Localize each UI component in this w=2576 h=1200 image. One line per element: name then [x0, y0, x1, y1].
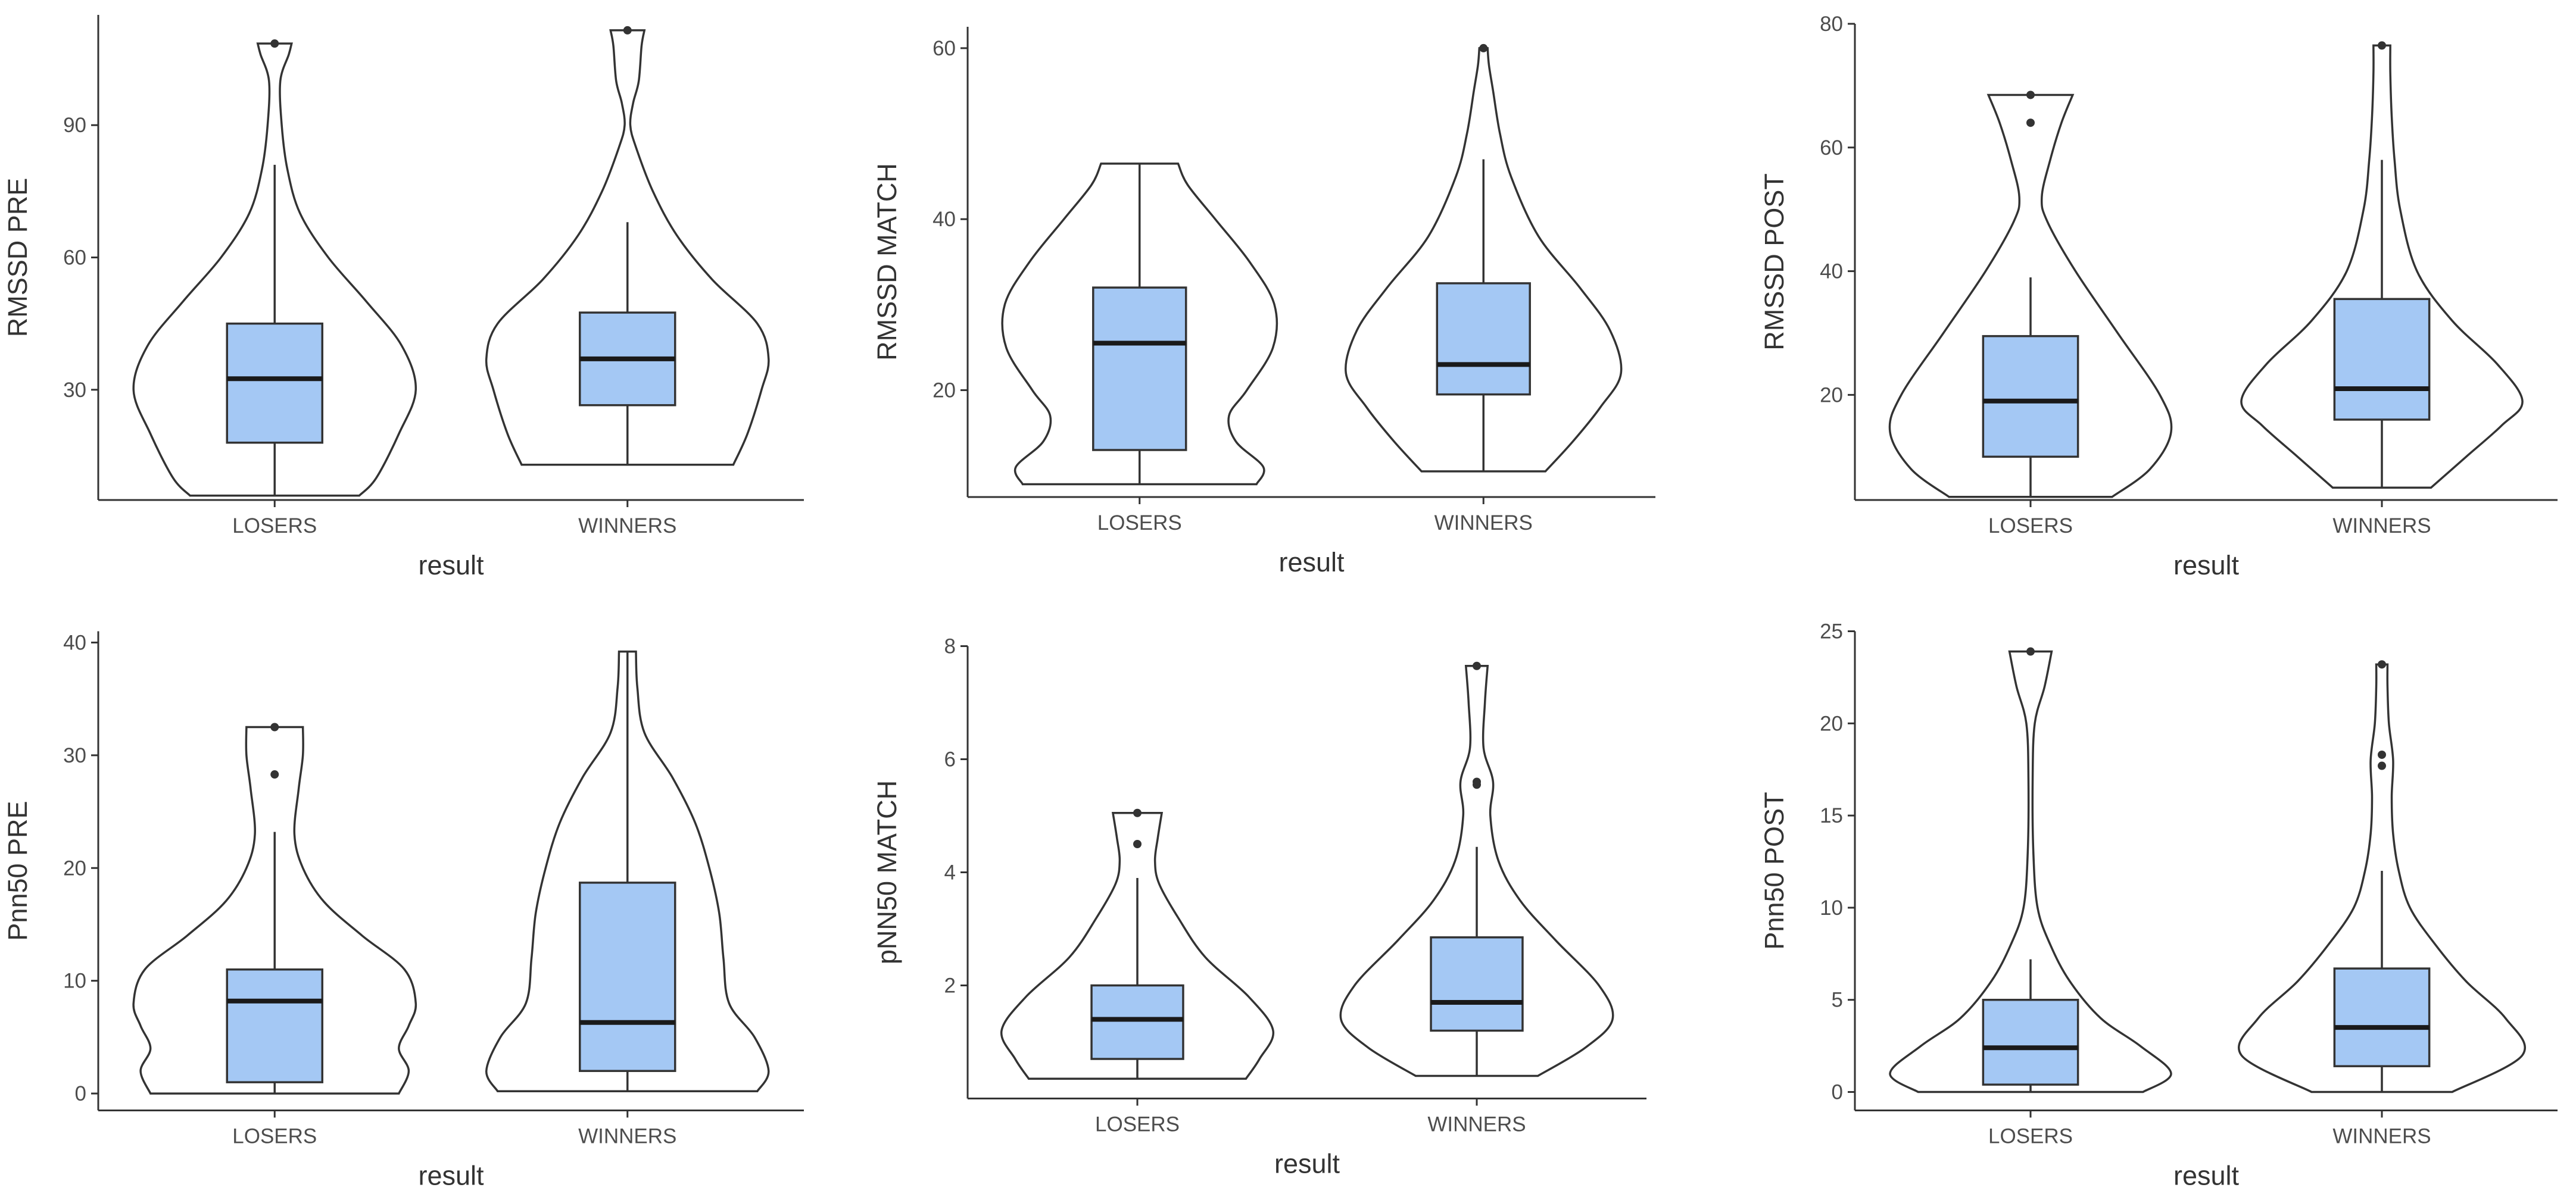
y-tick-label: 60	[1820, 136, 1843, 160]
outlier-point	[2026, 90, 2035, 99]
x-tick-label: LOSERS	[1988, 514, 2073, 538]
y-axis-title: RMSSD POST	[1759, 173, 1789, 351]
x-tick-label: WINNERS	[1427, 1113, 1526, 1136]
y-axis-title: RMSSD MATCH	[872, 163, 902, 361]
outlier-point	[1473, 780, 1481, 789]
outlier-point	[270, 39, 279, 48]
y-tick-label: 40	[1820, 260, 1843, 283]
outlier-point	[1133, 808, 1142, 817]
chart-panel-2: 20 40 60 LOSERS WINNERS result RMSSD MATCH	[872, 27, 1655, 577]
y-tick-label: 0	[75, 1082, 86, 1105]
y-tick-label: 60	[933, 37, 956, 60]
violin-losers	[1000, 812, 1274, 1080]
chart-panel-5: 2 4 6 8 LOSERS WINNERS result pNN50 MATCH	[872, 635, 1646, 1179]
box-losers	[1982, 335, 2079, 458]
box-winners	[579, 882, 676, 1072]
y-tick-label: 40	[63, 631, 86, 654]
y-tick-label: 10	[63, 970, 86, 993]
y-tick-label: 20	[63, 857, 86, 880]
x-tick-label: LOSERS	[1097, 511, 1182, 535]
outlier-point	[2378, 41, 2386, 50]
x-axis-title: result	[2173, 550, 2240, 580]
violin-losers	[1001, 162, 1278, 486]
y-tick-label: 30	[63, 379, 86, 402]
outlier-point	[623, 26, 632, 35]
y-tick-label: 10	[1820, 896, 1843, 920]
x-axis-title: result	[418, 1161, 484, 1191]
y-tick-label: 25	[1820, 620, 1843, 643]
y-axis-title: Pnn50 PRE	[2, 801, 33, 940]
y-tick-label: 20	[933, 379, 956, 402]
outlier-point	[2378, 660, 2386, 669]
outlier-point	[270, 723, 279, 732]
x-tick-label: WINNERS	[578, 514, 676, 538]
box-winners	[1436, 282, 1531, 396]
violin-losers	[1888, 93, 2173, 498]
y-tick-label: 15	[1820, 804, 1843, 827]
y-tick-label: 40	[933, 208, 956, 231]
violin-winners	[485, 29, 770, 466]
y-tick-label: 5	[1832, 989, 1843, 1012]
box-winners	[2333, 967, 2431, 1067]
outlier-point	[2378, 750, 2386, 759]
violin-winners	[2237, 663, 2527, 1093]
violin-winners	[485, 650, 770, 1093]
y-tick-label: 8	[944, 635, 956, 658]
box-losers	[1982, 998, 2079, 1086]
chart-panel-4: 0 10 20 30 40 LOSERS WINNERS result Pnn50 PRE	[2, 631, 804, 1191]
chart-panel-1: 30 60 90 LOSERS WINNERS result RMSSD PRE	[2, 15, 804, 580]
y-tick-label: 0	[1832, 1081, 1843, 1104]
violin-winners	[1339, 665, 1614, 1077]
x-tick-label: WINNERS	[2332, 514, 2431, 538]
violin-winners	[2240, 44, 2524, 489]
outlier-point	[270, 770, 279, 779]
x-tick-label: WINNERS	[1434, 511, 1533, 535]
x-tick-label: LOSERS	[1988, 1125, 2073, 1148]
outlier-point	[1133, 840, 1142, 848]
box-losers	[226, 968, 323, 1083]
y-tick-label: 2	[944, 974, 956, 998]
y-tick-label: 6	[944, 748, 956, 771]
outlier-point	[2026, 118, 2035, 127]
chart-panel-3: 20 40 60 80 LOSERS WINNERS result RMSSD POST	[1759, 12, 2558, 580]
chart-panel-6: 0 5 10 15 20 25 LOSERS WINNERS result Pnn50 POST	[1759, 620, 2558, 1191]
box-losers	[1090, 984, 1184, 1060]
y-tick-label: 30	[63, 744, 86, 767]
y-tick-label: 60	[63, 246, 86, 270]
outlier-point	[2378, 761, 2386, 770]
y-tick-label: 20	[1820, 383, 1843, 407]
x-tick-label: LOSERS	[232, 1125, 317, 1148]
x-axis-title: result	[2173, 1161, 2240, 1191]
violin-losers	[1889, 650, 2172, 1093]
y-axis-title: RMSSD PRE	[2, 178, 33, 338]
x-axis-title: result	[1274, 1149, 1340, 1179]
x-axis-title: result	[1278, 547, 1345, 577]
violin-losers	[132, 726, 417, 1095]
x-tick-label: WINNERS	[2332, 1125, 2431, 1148]
y-tick-label: 80	[1820, 12, 1843, 36]
box-losers	[1092, 286, 1187, 451]
y-axis-title: pNN50 MATCH	[872, 780, 902, 964]
y-tick-label: 20	[1820, 712, 1843, 735]
x-tick-label: LOSERS	[1095, 1113, 1180, 1136]
y-axis-title: Pnn50 POST	[1759, 792, 1789, 949]
outlier-point	[1479, 43, 1488, 52]
box-winners	[2333, 298, 2431, 421]
outlier-point	[1473, 661, 1481, 670]
box-winners	[1430, 936, 1524, 1032]
box-losers	[226, 322, 323, 444]
x-tick-label: LOSERS	[232, 514, 317, 538]
violin-losers	[132, 42, 417, 497]
x-axis-title: result	[418, 550, 484, 580]
outlier-point	[2026, 647, 2035, 656]
y-tick-label: 90	[63, 114, 86, 137]
x-tick-label: WINNERS	[578, 1125, 676, 1148]
y-tick-label: 4	[944, 861, 956, 885]
